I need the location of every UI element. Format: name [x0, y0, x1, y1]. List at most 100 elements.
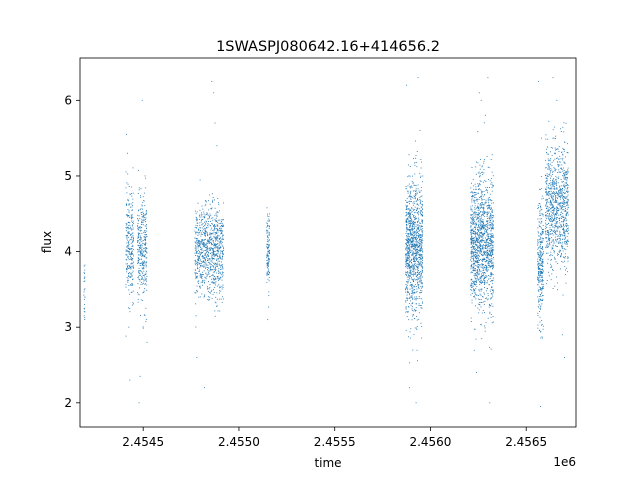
data-point [421, 213, 423, 215]
data-point [195, 233, 197, 235]
data-point [421, 298, 423, 300]
data-point [479, 232, 481, 234]
data-point [211, 251, 213, 253]
data-point [550, 171, 551, 173]
data-point [563, 221, 565, 223]
data-point [207, 288, 209, 290]
data-point [408, 247, 410, 249]
data-point [139, 280, 141, 282]
data-point [492, 227, 494, 229]
data-point [541, 295, 543, 297]
data-point [408, 229, 410, 231]
data-point [219, 257, 221, 259]
data-point [219, 219, 221, 221]
data-point [204, 254, 206, 256]
data-point [480, 264, 482, 266]
data-point [413, 268, 415, 270]
data-point [476, 238, 478, 240]
data-point [126, 182, 128, 184]
data-point [546, 227, 548, 228]
data-point [409, 212, 411, 214]
data-point [213, 245, 215, 247]
data-point [140, 259, 142, 260]
data-point [137, 283, 139, 285]
data-point [541, 275, 543, 276]
data-point [199, 251, 200, 253]
data-point [408, 208, 410, 210]
data-point [410, 229, 412, 231]
data-point [566, 178, 568, 180]
data-point [197, 245, 199, 247]
data-point [546, 280, 548, 281]
data-point [409, 200, 410, 202]
data-point [491, 282, 493, 284]
data-point [471, 282, 473, 284]
data-point [478, 220, 479, 222]
data-point [414, 231, 416, 233]
data-point [561, 195, 563, 197]
data-point [137, 224, 138, 226]
data-point [406, 231, 408, 233]
data-point [407, 263, 409, 264]
data-point [491, 256, 493, 258]
data-point [219, 260, 221, 262]
data-point [493, 257, 494, 259]
data-point [542, 294, 544, 296]
data-point [143, 231, 145, 233]
data-point [478, 224, 480, 226]
data-point [492, 249, 494, 251]
data-point [128, 211, 130, 213]
data-point [556, 216, 558, 218]
data-point [129, 233, 131, 235]
data-point [140, 252, 142, 254]
data-point [477, 258, 479, 260]
data-point [487, 197, 489, 199]
data-point [214, 301, 216, 303]
data-point [131, 274, 133, 276]
data-point [471, 220, 473, 222]
data-point [413, 220, 415, 222]
data-point [409, 228, 411, 230]
data-point [221, 257, 223, 259]
data-point [139, 228, 141, 230]
data-point [221, 253, 223, 255]
data-point [416, 258, 418, 260]
data-point [416, 193, 418, 195]
data-point [417, 228, 419, 229]
data-point [537, 207, 539, 209]
data-point [477, 307, 479, 309]
data-point [217, 262, 219, 264]
data-point [560, 189, 562, 191]
data-point [409, 227, 411, 229]
data-point [470, 241, 472, 243]
data-point [481, 275, 482, 277]
data-point [218, 229, 220, 231]
data-point [219, 230, 221, 232]
data-point [142, 211, 144, 213]
data-point [195, 237, 197, 239]
data-point [408, 183, 410, 185]
data-point [421, 271, 423, 273]
data-point [220, 277, 222, 279]
data-point [409, 248, 411, 250]
data-point [130, 256, 131, 258]
data-point [197, 258, 199, 260]
data-point [490, 251, 492, 253]
data-point [211, 258, 213, 259]
data-point [207, 254, 208, 256]
data-point [406, 299, 408, 301]
data-point [417, 282, 419, 284]
data-point [417, 266, 419, 268]
data-point [207, 232, 208, 234]
data-point [200, 274, 201, 276]
data-point [483, 269, 485, 271]
data-point [201, 227, 203, 229]
data-point [421, 219, 423, 221]
data-point [489, 193, 491, 195]
data-point [413, 249, 415, 250]
data-point [144, 214, 146, 216]
data-point [491, 154, 493, 156]
data-point [480, 301, 482, 303]
data-point [484, 233, 486, 235]
data-point [141, 264, 143, 266]
